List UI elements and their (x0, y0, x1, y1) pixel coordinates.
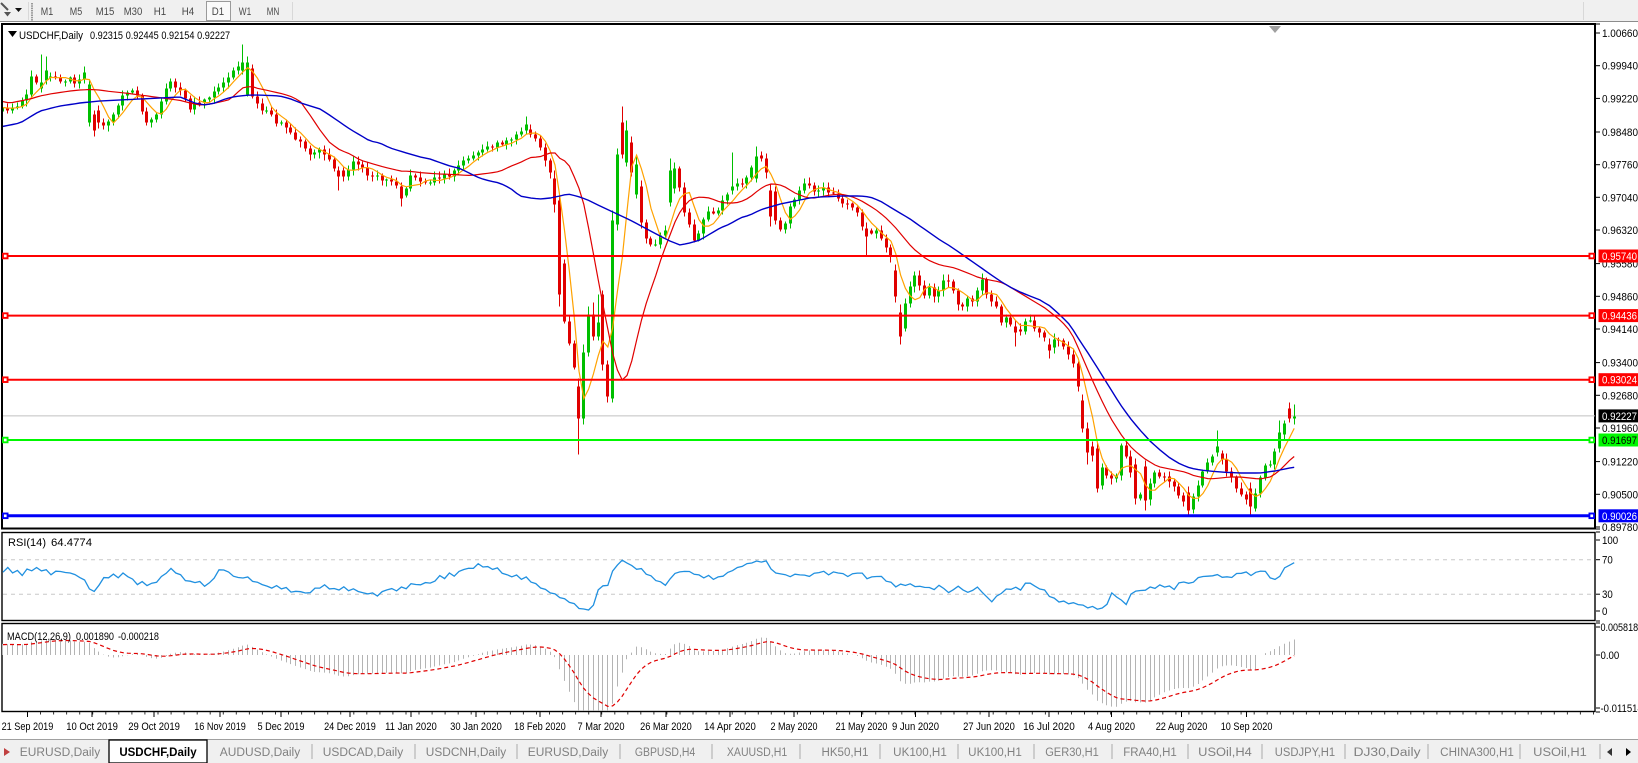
svg-text:0.92154: 0.92154 (161, 30, 194, 42)
svg-text:0.96320: 0.96320 (1602, 225, 1638, 237)
svg-text:0: 0 (1602, 606, 1607, 618)
svg-text:M15: M15 (96, 6, 115, 18)
svg-text:0.92227: 0.92227 (1602, 411, 1637, 423)
svg-text:W1: W1 (239, 6, 251, 18)
svg-text:GBPUSD,H4: GBPUSD,H4 (635, 747, 696, 759)
svg-text:0.94140: 0.94140 (1602, 324, 1638, 336)
svg-text:HK50,H1: HK50,H1 (822, 747, 869, 759)
svg-text:D1: D1 (212, 6, 224, 18)
svg-text:CHINA300,H1: CHINA300,H1 (1440, 747, 1514, 759)
svg-text:MN: MN (267, 6, 279, 18)
svg-text:-0.011514: -0.011514 (1601, 703, 1638, 715)
svg-text:2 May 2020: 2 May 2020 (771, 721, 818, 733)
svg-text:-0.000218: -0.000218 (118, 631, 159, 643)
svg-text:70: 70 (1602, 555, 1613, 567)
svg-text:USDCNH,Daily: USDCNH,Daily (426, 747, 507, 759)
svg-text:29 Oct 2019: 29 Oct 2019 (128, 721, 180, 733)
svg-text:UK100,H1: UK100,H1 (968, 747, 1022, 759)
svg-text:0.99220: 0.99220 (1602, 93, 1638, 105)
svg-text:AUDUSD,Daily: AUDUSD,Daily (220, 747, 301, 759)
svg-text:0.91220: 0.91220 (1602, 457, 1638, 469)
svg-text:0.92680: 0.92680 (1602, 390, 1638, 402)
svg-text:18 Feb 2020: 18 Feb 2020 (514, 721, 566, 733)
svg-text:26 Mar 2020: 26 Mar 2020 (640, 721, 692, 733)
svg-text:0.98480: 0.98480 (1602, 127, 1638, 139)
svg-text:RSI(14): RSI(14) (8, 537, 46, 549)
svg-text:USDCAD,Daily: USDCAD,Daily (323, 747, 404, 759)
svg-text:0.89780: 0.89780 (1602, 522, 1638, 534)
svg-text:0.94436: 0.94436 (1602, 311, 1637, 323)
svg-text:21 May 2020: 21 May 2020 (836, 721, 888, 733)
svg-text:0.95740: 0.95740 (1602, 251, 1637, 263)
svg-text:30 Jan 2020: 30 Jan 2020 (450, 721, 502, 733)
svg-text:1.00660: 1.00660 (1602, 28, 1638, 40)
svg-text:10 Oct 2019: 10 Oct 2019 (66, 721, 118, 733)
svg-text:16 Jul 2020: 16 Jul 2020 (1023, 721, 1075, 733)
svg-text:USOil,H4: USOil,H4 (1198, 747, 1252, 759)
svg-text:27 Jun 2020: 27 Jun 2020 (963, 721, 1015, 733)
svg-text:FRA40,H1: FRA40,H1 (1123, 747, 1177, 759)
svg-text:USDJPY,H1: USDJPY,H1 (1275, 747, 1335, 759)
svg-text:USDCHF,Daily: USDCHF,Daily (19, 30, 83, 42)
svg-text:DJ30,Daily: DJ30,Daily (1354, 747, 1421, 759)
svg-text:14 Apr 2020: 14 Apr 2020 (704, 721, 756, 733)
svg-text:30: 30 (1602, 589, 1613, 601)
svg-text:0.90500: 0.90500 (1602, 489, 1638, 501)
svg-text:0.94860: 0.94860 (1602, 291, 1638, 303)
svg-text:EURUSD,Daily: EURUSD,Daily (528, 747, 609, 759)
svg-text:5 Dec 2019: 5 Dec 2019 (258, 721, 305, 733)
svg-text:MACD(12,26,9): MACD(12,26,9) (7, 631, 71, 643)
svg-text:M5: M5 (70, 6, 82, 18)
svg-text:0.91697: 0.91697 (1602, 435, 1637, 447)
svg-text:0.97760: 0.97760 (1602, 160, 1638, 172)
svg-text:GER30,H1: GER30,H1 (1045, 747, 1099, 759)
svg-text:0.001890: 0.001890 (76, 631, 114, 643)
svg-text:10 Sep 2020: 10 Sep 2020 (1221, 721, 1273, 733)
svg-text:100: 100 (1602, 535, 1618, 547)
svg-text:0.93400: 0.93400 (1602, 358, 1638, 370)
svg-text:11 Jan 2020: 11 Jan 2020 (385, 721, 437, 733)
svg-text:16 Nov 2019: 16 Nov 2019 (194, 721, 246, 733)
svg-text:22 Aug 2020: 22 Aug 2020 (1156, 721, 1208, 733)
svg-text:7 Mar 2020: 7 Mar 2020 (578, 721, 625, 733)
svg-text:M1: M1 (41, 6, 53, 18)
svg-text:0.91960: 0.91960 (1602, 423, 1638, 435)
svg-text:USDCHF,Daily: USDCHF,Daily (119, 747, 197, 759)
svg-text:USOil,H1: USOil,H1 (1533, 747, 1587, 759)
svg-text:0.93024: 0.93024 (1602, 375, 1637, 387)
svg-text:0.005818: 0.005818 (1601, 622, 1638, 634)
svg-text:0.00: 0.00 (1601, 650, 1620, 662)
svg-text:4 Aug 2020: 4 Aug 2020 (1088, 721, 1135, 733)
svg-text:EURUSD,Daily: EURUSD,Daily (20, 747, 101, 759)
svg-text:H4: H4 (182, 6, 194, 18)
svg-text:XAUUSD,H1: XAUUSD,H1 (727, 747, 787, 759)
svg-text:0.90026: 0.90026 (1602, 511, 1637, 523)
svg-text:0.92445: 0.92445 (126, 30, 159, 42)
svg-text:0.92227: 0.92227 (197, 30, 230, 42)
svg-text:0.97040: 0.97040 (1602, 192, 1638, 204)
svg-text:0.99940: 0.99940 (1602, 61, 1638, 73)
svg-text:21 Sep 2019: 21 Sep 2019 (2, 721, 54, 733)
svg-text:9 Jun 2020: 9 Jun 2020 (892, 721, 939, 733)
svg-text:24 Dec 2019: 24 Dec 2019 (324, 721, 376, 733)
svg-text:0.92315: 0.92315 (90, 30, 123, 42)
svg-text:64.4774: 64.4774 (51, 537, 92, 549)
svg-text:UK100,H1: UK100,H1 (893, 747, 947, 759)
svg-text:H1: H1 (154, 6, 166, 18)
svg-text:M30: M30 (124, 6, 143, 18)
